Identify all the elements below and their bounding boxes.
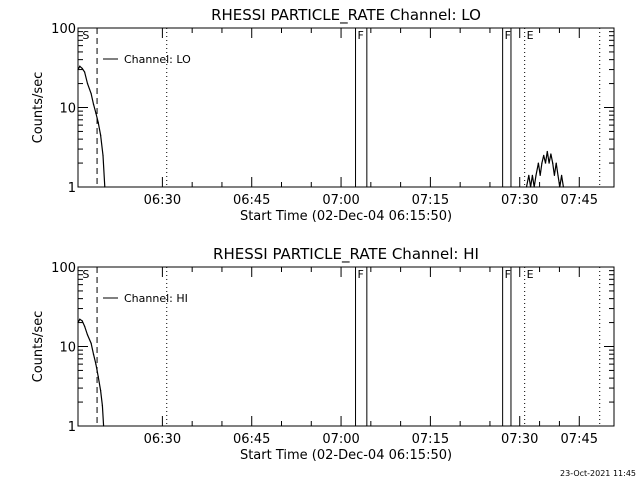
data-point [81, 67, 83, 70]
data-point [530, 186, 532, 188]
data-point [546, 150, 548, 153]
data-point [100, 134, 102, 136]
data-point [555, 162, 557, 164]
data-point [86, 82, 89, 85]
event-marker-label: S [82, 29, 89, 42]
legend-label: Channel: HI [124, 292, 188, 305]
event-marker-label: E [527, 29, 534, 42]
data-point [531, 174, 534, 176]
chart-panel-1: RHESSI PARTICLE_RATE Channel: HI 1 10 100 06… [31, 245, 615, 463]
data-point [83, 325, 86, 327]
data-point [79, 65, 81, 67]
event-marker-label: F [505, 268, 511, 281]
x-tick-label: 06:30 [144, 432, 181, 447]
chart-panel-0: RHESSI PARTICLE_RATE Channel: LO 1 10 100 06… [31, 6, 615, 224]
x-tick-label: 07:15 [412, 193, 449, 208]
data-point [90, 342, 92, 344]
data-point [533, 186, 535, 188]
chart-title: RHESSI PARTICLE_RATE Channel: HI [213, 245, 479, 264]
x-tick-label: 06:45 [233, 193, 270, 208]
y-tick-label: 1 [68, 181, 76, 196]
data-point [543, 154, 545, 156]
data-point [77, 321, 79, 324]
data-point [562, 186, 564, 188]
data-point [544, 162, 547, 164]
data-point [95, 112, 97, 114]
data-point [92, 353, 95, 355]
y-tick-label: 100 [51, 261, 76, 276]
data-point [101, 405, 104, 407]
chart-title: RHESSI PARTICLE_RATE Channel: LO [211, 6, 481, 25]
data-point [95, 363, 97, 365]
y-axis-label: Counts/sec [31, 311, 46, 383]
event-marker-label: F [358, 268, 364, 281]
x-tick-label: 06:30 [144, 193, 181, 208]
y-tick-label: 100 [51, 22, 76, 37]
data-point [83, 71, 86, 73]
data-point [560, 174, 563, 176]
data-point [103, 425, 105, 427]
event-marker-label: F [358, 29, 364, 42]
data-point [535, 174, 537, 176]
y-axis-label: Counts/sec [31, 72, 46, 144]
data-point [97, 375, 99, 378]
x-axis-label: Start Time (02-Dec-04 06:15:50) [240, 209, 452, 224]
event-marker-label: S [82, 268, 89, 281]
x-tick-label: 07:45 [561, 432, 598, 447]
data-point [79, 318, 81, 320]
legend-label: Channel: LO [124, 53, 191, 66]
data-point [528, 174, 530, 176]
x-tick-label: 07:45 [561, 193, 598, 208]
data-point [97, 121, 99, 123]
data-point [86, 334, 89, 336]
data-point [537, 162, 539, 164]
x-tick-label: 06:45 [233, 432, 270, 447]
y-tick-label: 10 [59, 102, 76, 117]
data-point [550, 153, 552, 155]
x-axis-label: Start Time (02-Dec-04 06:15:50) [240, 448, 452, 463]
data-point [539, 174, 541, 176]
data-point [104, 186, 106, 188]
event-marker-label: E [527, 268, 534, 281]
y-tick-label: 10 [59, 341, 76, 356]
data-point [100, 389, 102, 392]
data-point [553, 174, 556, 176]
x-tick-label: 07:30 [501, 432, 538, 447]
x-tick-label: 07:00 [322, 432, 359, 447]
data-point [552, 162, 554, 164]
data-point [557, 174, 559, 176]
data-point [102, 154, 104, 156]
y-tick-label: 1 [68, 420, 76, 435]
data-point [559, 186, 561, 188]
data-point [548, 162, 550, 164]
x-tick-label: 07:00 [322, 193, 359, 208]
data-point [541, 162, 543, 164]
data-point [525, 186, 528, 188]
x-tick-label: 07:30 [501, 193, 538, 208]
data-point [77, 68, 79, 71]
x-tick-label: 07:15 [412, 432, 449, 447]
event-marker-label: F [505, 29, 511, 42]
data-point [90, 92, 92, 95]
data-point [92, 103, 95, 105]
data-point [81, 320, 83, 322]
footer-timestamp: 23-Oct-2021 11:45 [560, 469, 636, 478]
